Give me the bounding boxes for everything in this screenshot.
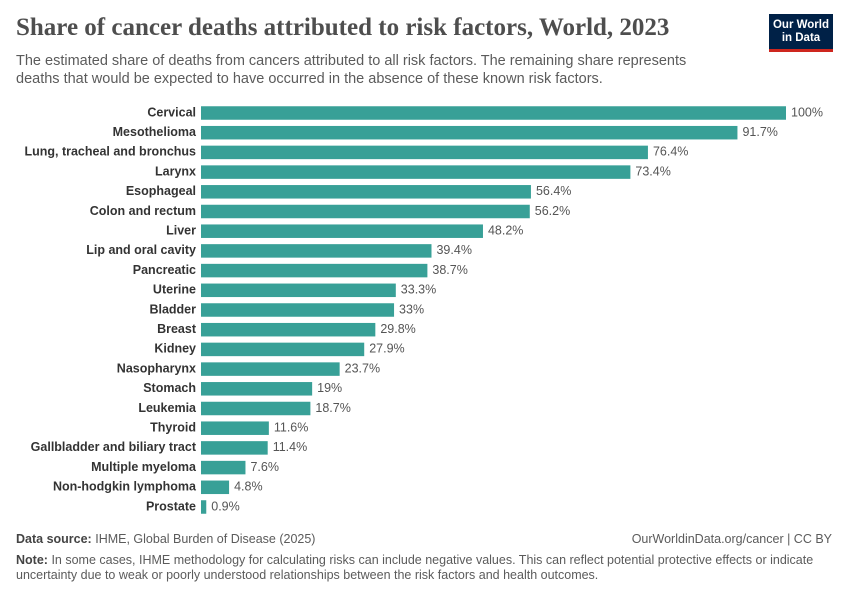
bar (201, 322, 376, 337)
value-label: 33.3% (401, 283, 436, 297)
value-label: 38.7% (432, 263, 467, 277)
value-label: 91.7% (742, 125, 777, 139)
chart-title: Share of cancer deaths attributed to ris… (16, 14, 670, 41)
category-label: Gallbladder and biliary tract (31, 440, 197, 454)
bar (201, 460, 246, 475)
bar (201, 106, 786, 120)
category-label: Non-hodgkin lymphoma (53, 480, 197, 494)
value-label: 19% (317, 381, 342, 395)
bar (201, 480, 230, 495)
note: Note: In some cases, IHME methodology fo… (16, 553, 826, 583)
bar (201, 362, 340, 376)
bar (201, 224, 483, 238)
category-label: Cervical (147, 105, 196, 119)
category-label: Lung, tracheal and bronchus (24, 145, 196, 159)
logo-line: in Data (781, 32, 821, 44)
bar (201, 401, 311, 416)
category-label: Uterine (153, 283, 196, 297)
category-label: Pancreatic (133, 263, 196, 277)
category-label: Nasopharynx (117, 361, 196, 375)
value-label: 76.4% (653, 145, 688, 159)
value-label: 48.2% (488, 223, 523, 237)
value-label: 7.6% (250, 460, 279, 474)
bar (201, 204, 530, 219)
url[interactable]: OurWorldinData.org/cancer | CC BY (631, 532, 832, 546)
category-label: Multiple myeloma (91, 460, 197, 474)
logo-line: Our World (772, 19, 829, 31)
category-label: Kidney (154, 342, 196, 356)
category-label: Mesothelioma (113, 125, 197, 139)
bar (201, 441, 268, 455)
bar (201, 382, 313, 396)
category-label: Breast (157, 322, 197, 336)
value-label: 27.9% (369, 342, 404, 356)
bar (201, 263, 428, 278)
value-label: 23.7% (345, 361, 380, 375)
bar (201, 244, 432, 258)
logo[interactable]: Our World in Data (769, 14, 833, 52)
bar (201, 185, 531, 199)
value-label: 73.4% (635, 164, 670, 178)
bar (201, 421, 269, 435)
value-label: 39.4% (436, 243, 471, 257)
value-label: 0.9% (211, 499, 240, 513)
bar (201, 500, 207, 514)
note-text: In some cases, IHME methodology for calc… (16, 553, 814, 582)
bar (201, 303, 395, 317)
value-label: 29.8% (380, 322, 415, 336)
bar (201, 342, 365, 357)
category-label: Lip and oral cavity (86, 243, 196, 257)
value-label: 56.4% (536, 184, 571, 198)
bar (201, 165, 631, 179)
source: Data source: IHME, Global Burden of Dise… (16, 532, 315, 546)
source-label: Data source: (16, 532, 92, 546)
note-label: Note: (16, 553, 48, 567)
value-label: 56.2% (535, 204, 570, 218)
category-label: Colon and rectum (90, 204, 196, 218)
value-label: 18.7% (315, 401, 350, 415)
category-label: Liver (166, 223, 196, 237)
chart-subtitle: The estimated share of deaths from cance… (16, 53, 687, 87)
value-label: 4.8% (234, 480, 263, 494)
category-label: Bladder (149, 302, 196, 316)
category-label: Larynx (155, 164, 196, 178)
category-label: Esophageal (126, 184, 196, 198)
bar (201, 125, 738, 140)
value-label: 33% (399, 302, 424, 316)
category-label: Thyroid (150, 420, 196, 434)
value-label: 11.6% (274, 420, 309, 434)
category-label: Prostate (146, 499, 196, 513)
chart: Cervical 100% Mesothelioma 91.7% Lung, trach… (24, 105, 823, 514)
category-label: Leukemia (138, 401, 197, 415)
bar (201, 283, 396, 298)
value-label: 11.4% (273, 440, 308, 454)
value-label: 100% (791, 105, 823, 119)
bar (201, 145, 648, 160)
source-text: IHME, Global Burden of Disease (2025) (95, 532, 316, 546)
category-label: Stomach (143, 381, 196, 395)
